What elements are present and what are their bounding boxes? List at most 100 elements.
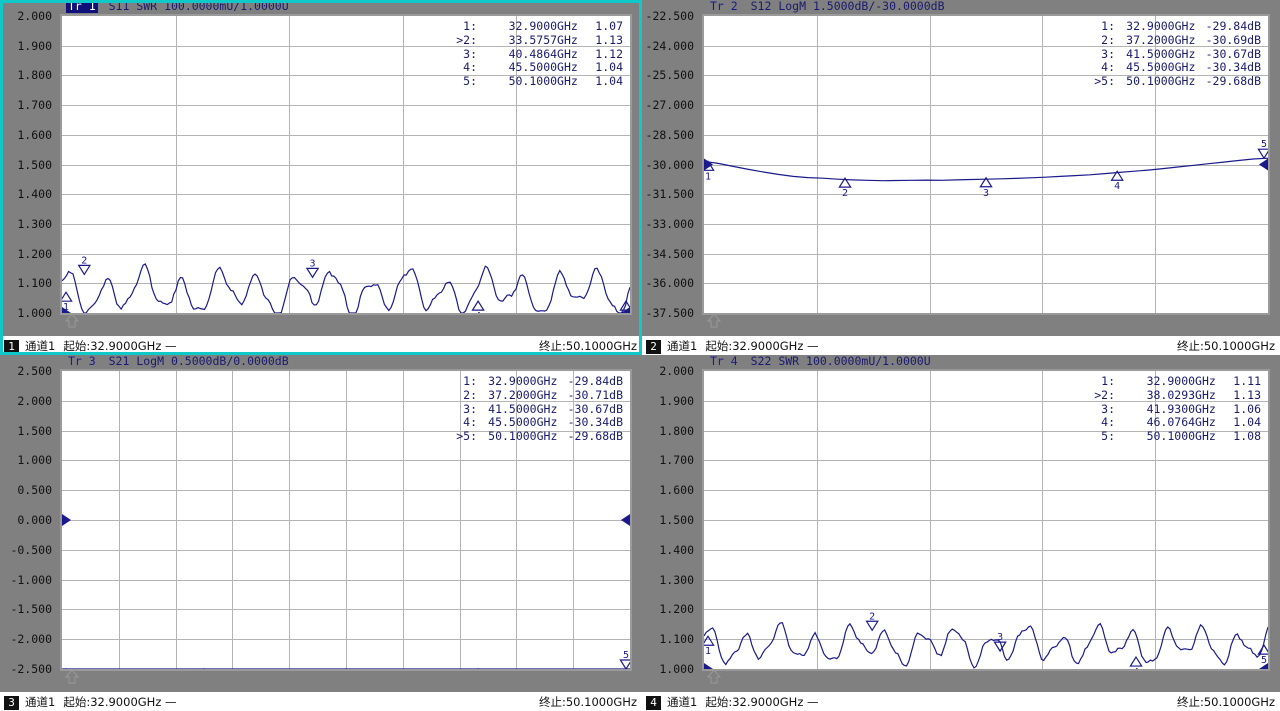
marker-table-4[interactable]: 1: 32.9000GHz 1.11 >2: 38.0293GHz 1.13 3: 41.93…	[1086, 374, 1264, 444]
marker-value: -29.84dB	[1205, 19, 1261, 33]
marker-value: 1.04	[595, 60, 623, 75]
reference-arrow-r	[621, 307, 630, 313]
sweep-stop-label[interactable]: 终止:50.1000GHz	[538, 339, 637, 353]
marker-frequency: 41.9300GHz	[1146, 401, 1216, 416]
marker-triangle-4	[471, 299, 485, 311]
marker-table-2[interactable]: 1: 32.9000GHz -29.84dB 2: 37.2000GHz -30.69dB…	[1086, 19, 1264, 89]
marker-row[interactable]: 5: 50.1000GHz 1.08	[1086, 429, 1264, 444]
marker-row[interactable]: 4: 45.5000GHz -30.34dB	[448, 416, 626, 430]
channel-status-bar-3[interactable]: 3 通道1 起始:32.9000GHz — 终止:50.1000GHz	[0, 692, 642, 711]
sweep-start-label[interactable]: 起始:32.9000GHz —	[63, 339, 177, 353]
y-tick-label: -25.500	[645, 68, 694, 83]
marker-frequency: 50.1000GHz	[1146, 429, 1216, 444]
marker-index: 4:	[463, 60, 477, 75]
marker-row[interactable]: 1: 32.9000GHz -29.84dB	[448, 374, 626, 389]
y-tick-label: 1.000	[659, 662, 694, 676]
y-tick-label: 1.200	[17, 246, 52, 261]
y-tick-label: -0.500	[10, 542, 52, 557]
sweep-start-arrow	[64, 670, 80, 684]
marker-table-1[interactable]: 1: 32.9000GHz 1.07 >2: 33.5757GHz 1.13 3: 40.48…	[448, 19, 626, 89]
sweep-stop-label[interactable]: 终止:50.1000GHz	[538, 695, 637, 709]
marker-row[interactable]: 1: 32.9000GHz -29.84dB	[1086, 19, 1264, 34]
marker-frequency: 38.0293GHz	[1146, 387, 1216, 402]
marker-value: -29.84dB	[567, 374, 623, 388]
marker-row[interactable]: 1: 32.9000GHz 1.11	[1086, 374, 1264, 389]
trace-title-2[interactable]: Tr 2 S12 LogM 1.5000dB/-30.0000dB	[708, 0, 945, 13]
trace-tag-2[interactable]: Tr 2	[710, 0, 738, 13]
marker-row[interactable]: >5: 50.1000GHz -29.68dB	[1086, 74, 1264, 89]
marker-value: 1.13	[1233, 387, 1261, 402]
trace-tag-1[interactable]: Tr 1	[66, 0, 98, 13]
y-tick-label: 1.900	[659, 393, 694, 408]
channel-status-bar-4[interactable]: 4 通道1 起始:32.9000GHz — 终止:50.1000GHz	[642, 692, 1280, 711]
reference-arrow-r	[1259, 158, 1268, 171]
marker-row[interactable]: >5: 50.1000GHz -29.68dB	[448, 429, 626, 444]
marker-row[interactable]: 1: 32.9000GHz 1.07	[448, 19, 626, 34]
trace-title-1[interactable]: Tr 1 S11 SWR 100.0000mU/1.0000U	[66, 0, 289, 13]
marker-row[interactable]: >2: 33.5757GHz 1.13	[448, 32, 626, 48]
marker-label-5: 5	[1261, 139, 1267, 150]
channel-name: 通道1	[25, 339, 56, 353]
marker-index: >2:	[456, 32, 477, 47]
reference-arrow-l	[704, 663, 713, 669]
marker-row[interactable]: 5: 50.1000GHz 1.04	[448, 74, 626, 89]
marker-index: 3:	[1101, 46, 1115, 61]
sweep-start-label[interactable]: 起始:32.9000GHz —	[705, 339, 819, 353]
y-tick-label: -2.500	[10, 662, 52, 676]
plot-area-2[interactable]: 1 2 3 4 5	[702, 14, 1270, 315]
y-tick-label: -37.500	[645, 306, 694, 320]
marker-table-3[interactable]: 1: 32.9000GHz -29.84dB 2: 37.2000GHz -30.71dB…	[448, 374, 626, 444]
marker-index: 3:	[463, 401, 477, 416]
marker-value: 1.04	[595, 74, 623, 89]
trace-tag-4[interactable]: Tr 4	[710, 354, 738, 368]
y-tick-label: 1.200	[659, 602, 694, 617]
trace-panel-2[interactable]: 1 2 3 4 5 Tr 2 S12 LogM 1.5000dB/-30.0000dB -2…	[642, 0, 1280, 355]
channel-status-bar-1[interactable]: 1 通道1 起始:32.9000GHz — 终止:50.1000GHz	[0, 336, 642, 355]
channel-status-bar-2[interactable]: 2 通道1 起始:32.9000GHz — 终止:50.1000GHz	[642, 336, 1280, 355]
sweep-stop-label[interactable]: 终止:50.1000GHz	[1176, 339, 1275, 353]
y-tick-label: 1.700	[17, 98, 52, 113]
marker-index: 4:	[1101, 60, 1115, 75]
trace-title-4[interactable]: Tr 4 S22 SWR 100.0000mU/1.0000U	[708, 355, 931, 368]
marker-row[interactable]: 2: 37.2000GHz -30.71dB	[448, 387, 626, 403]
y-tick-label: -34.500	[645, 246, 694, 261]
plot-area-4[interactable]: 1 2 3 4 5	[702, 369, 1270, 671]
y-tick-label: -1.000	[10, 572, 52, 587]
y-tick-label: 1.900	[17, 38, 52, 53]
sweep-start-label[interactable]: 起始:32.9000GHz —	[63, 695, 177, 709]
marker-row[interactable]: 4: 46.0764GHz 1.04	[1086, 416, 1264, 430]
marker-frequency: 32.9000GHz	[488, 374, 558, 388]
marker-frequency: 32.9000GHz	[1146, 374, 1216, 388]
y-tick-label: 1.300	[659, 572, 694, 587]
marker-label-1: 1	[705, 646, 711, 657]
sweep-start-arrow	[706, 670, 722, 684]
sweep-start-arrow	[706, 314, 722, 328]
trace-format-3: S21 LogM 0.5000dB/0.0000dB	[101, 354, 289, 368]
marker-row[interactable]: 2: 37.2000GHz -30.69dB	[1086, 33, 1264, 48]
marker-row[interactable]: 3: 41.9300GHz 1.06	[1086, 401, 1264, 417]
marker-row[interactable]: 4: 45.5000GHz 1.04	[448, 61, 626, 75]
marker-row[interactable]: 3: 41.5000GHz -30.67dB	[448, 401, 626, 417]
marker-row[interactable]: >2: 38.0293GHz 1.13	[1086, 387, 1264, 403]
marker-triangle-3	[993, 641, 1007, 653]
marker-value: -29.68dB	[1205, 74, 1261, 89]
trace-tag-3[interactable]: Tr 3	[68, 354, 96, 368]
trace-title-3[interactable]: Tr 3 S21 LogM 0.5000dB/0.0000dB	[66, 355, 289, 368]
marker-row[interactable]: 4: 45.5000GHz -30.34dB	[1086, 61, 1264, 75]
reference-arrow-l	[62, 307, 71, 313]
y-tick-label: 1.800	[17, 68, 52, 83]
marker-row[interactable]: 3: 40.4864GHz 1.12	[448, 47, 626, 62]
sweep-stop-label[interactable]: 终止:50.1000GHz	[1176, 695, 1275, 709]
y-tick-label: 1.600	[659, 483, 694, 498]
sweep-start-label[interactable]: 起始:32.9000GHz —	[705, 695, 819, 709]
marker-row[interactable]: 3: 41.5000GHz -30.67dB	[1086, 46, 1264, 62]
marker-index: 2:	[463, 387, 477, 402]
marker-value: -30.34dB	[567, 415, 623, 430]
trace-panel-4[interactable]: 1 2 3 4 5 Tr 4 S22 SWR 100.0000mU/1.0000U 2.00…	[642, 355, 1280, 711]
marker-index: >5:	[1094, 74, 1115, 89]
